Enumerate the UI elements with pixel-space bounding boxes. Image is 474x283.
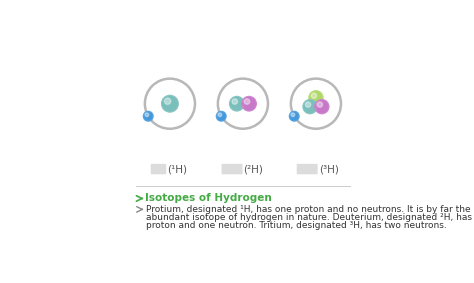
Circle shape bbox=[290, 112, 299, 121]
Circle shape bbox=[303, 100, 317, 114]
Circle shape bbox=[311, 93, 317, 98]
Circle shape bbox=[315, 100, 329, 114]
Circle shape bbox=[232, 99, 237, 104]
Circle shape bbox=[162, 95, 178, 112]
Circle shape bbox=[217, 112, 226, 121]
Text: (¹H): (¹H) bbox=[167, 164, 187, 174]
Circle shape bbox=[309, 91, 323, 105]
Circle shape bbox=[145, 113, 149, 117]
Text: (²H): (²H) bbox=[244, 164, 264, 174]
Circle shape bbox=[317, 102, 322, 107]
FancyBboxPatch shape bbox=[221, 164, 243, 174]
FancyBboxPatch shape bbox=[297, 164, 318, 174]
Text: Protium, designated ¹H, has one proton and no neutrons. It is by far the most: Protium, designated ¹H, has one proton a… bbox=[146, 205, 474, 214]
Text: abundant isotope of hydrogen in nature. Deuterium, designated ²H, has one: abundant isotope of hydrogen in nature. … bbox=[146, 213, 474, 222]
Text: Isotopes of Hydrogen: Isotopes of Hydrogen bbox=[145, 194, 272, 203]
Circle shape bbox=[164, 98, 171, 104]
Text: (³H): (³H) bbox=[319, 164, 338, 174]
Circle shape bbox=[305, 102, 310, 107]
Circle shape bbox=[242, 97, 256, 111]
Text: proton and one neutron. Tritium, designated ³H, has two neutrons.: proton and one neutron. Tritium, designa… bbox=[146, 221, 447, 230]
Circle shape bbox=[244, 99, 250, 104]
Circle shape bbox=[144, 112, 153, 121]
Circle shape bbox=[229, 97, 244, 111]
Circle shape bbox=[218, 113, 222, 117]
FancyBboxPatch shape bbox=[151, 164, 166, 174]
Circle shape bbox=[291, 113, 295, 117]
